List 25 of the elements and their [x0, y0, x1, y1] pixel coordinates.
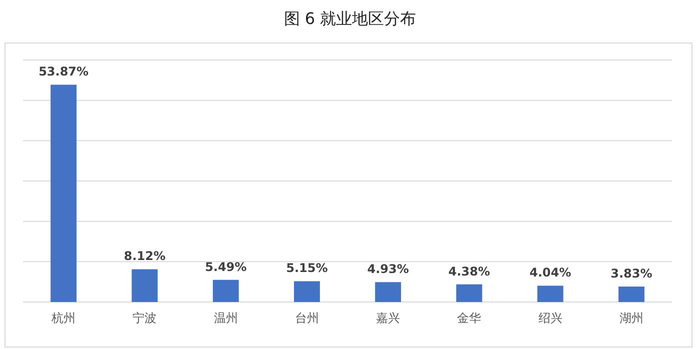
x-tick-label: 嘉兴	[376, 311, 400, 325]
data-label: 4.38%	[448, 264, 490, 278]
x-tick-label: 绍兴	[538, 311, 562, 325]
data-label: 5.15%	[286, 261, 328, 276]
chart-title: 图 6 就业地区分布	[284, 9, 416, 28]
bar	[294, 281, 320, 302]
bar	[212, 280, 239, 302]
data-label: 53.87%	[38, 64, 89, 79]
bar	[456, 284, 482, 302]
bar	[132, 269, 158, 302]
data-label: 3.83%	[610, 266, 652, 281]
data-label: 5.49%	[204, 260, 247, 274]
x-tick-label: 金华	[457, 311, 482, 325]
data-label: 4.04%	[529, 266, 572, 280]
bar	[537, 286, 564, 302]
x-tick-label: 台州	[294, 311, 319, 325]
x-tick-label: 杭州	[50, 311, 76, 325]
bar	[50, 84, 77, 302]
bar	[618, 286, 644, 302]
x-tick-label: 宁波	[132, 311, 157, 325]
bar	[375, 282, 402, 302]
data-label: 8.12%	[124, 249, 166, 264]
data-label: 4.93%	[367, 262, 409, 276]
x-tick-label: 湖州	[619, 311, 644, 325]
x-tick-label: 温州	[214, 311, 238, 325]
